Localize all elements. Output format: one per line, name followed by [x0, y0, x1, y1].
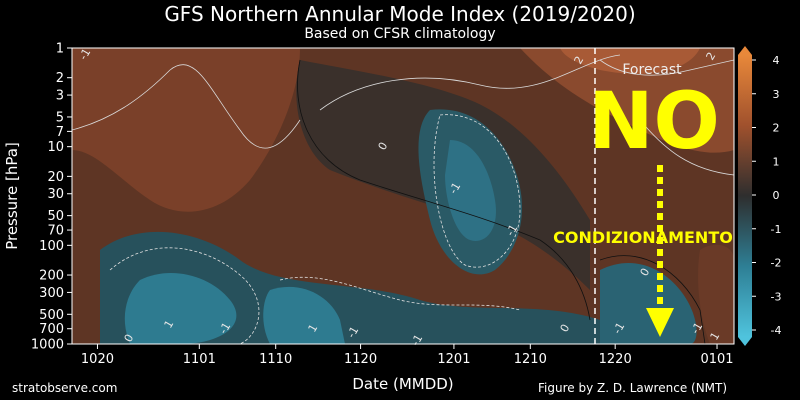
- y-tick-label: 1000: [31, 338, 64, 353]
- positive-region-forecast-end: [698, 244, 734, 344]
- negative-region-tropo-core-1: [124, 272, 237, 344]
- y-tick-label: 700: [39, 322, 64, 337]
- colorbar-tick-label: -3: [771, 290, 782, 303]
- plot-frame: [71, 47, 735, 345]
- colorbar-ticks: 4 3 2 1 0 -1 -2 -3 -4: [752, 54, 781, 337]
- x-tick-label: 1110: [259, 352, 292, 367]
- forecast-label: Forecast: [622, 62, 682, 78]
- x-tick-label: 1210: [514, 352, 547, 367]
- chart-subtitle: Based on CFSR climatology: [304, 26, 496, 42]
- y-tick-label: 30: [47, 187, 64, 202]
- y-tick-label: 50: [47, 209, 64, 224]
- x-tick-label: 1120: [344, 352, 377, 367]
- overlay-annotation-text: CONDIZIONAMENTO: [553, 228, 733, 247]
- colorbar-tick-label: -2: [771, 257, 782, 270]
- colorbar-tick-label: 2: [773, 122, 780, 135]
- negative-region-strat-core: [445, 140, 496, 241]
- contour-line: [599, 59, 734, 76]
- colorbar-arrow-top: [738, 46, 752, 55]
- y-tick-label: 70: [47, 224, 64, 239]
- contour-line: [279, 276, 521, 311]
- negative-region-tropo-forecast: [600, 262, 697, 344]
- y-tick-label: 200: [39, 269, 64, 284]
- y-tick-label: 10: [47, 140, 64, 155]
- y-tick-label: 300: [39, 286, 64, 301]
- positive-region-strong: [560, 48, 700, 74]
- x-tick-label: 1201: [437, 352, 470, 367]
- colorbar: [738, 55, 752, 337]
- credit-left: stratobserve.com: [12, 381, 118, 395]
- y-tick-label: 100: [39, 239, 64, 254]
- positive-region-strat-right: [520, 48, 734, 153]
- y-tick-label: 20: [47, 170, 64, 185]
- nam-field: [72, 48, 734, 344]
- colorbar-arrow-bottom: [738, 337, 752, 346]
- x-tick-label: 1020: [81, 352, 114, 367]
- contour-line: [319, 54, 621, 111]
- chart-title: GFS Northern Annular Mode Index (2019/20…: [164, 2, 636, 26]
- credit-right: Figure by Z. D. Lawrence (NMT): [538, 381, 728, 395]
- colorbar-tick-label: -1: [771, 223, 782, 236]
- overlay-arrow-head: [646, 308, 674, 337]
- x-axis: 1020 1101 1110 1120 1201 1210 1220 0101: [81, 344, 734, 367]
- y-tick-label: 3: [56, 89, 64, 104]
- x-axis-label: Date (MMDD): [352, 375, 453, 393]
- y-tick-label: 500: [39, 308, 64, 323]
- x-tick-label: 1220: [599, 352, 632, 367]
- colorbar-tick-label: 1: [773, 155, 780, 168]
- contour-line: [297, 59, 591, 321]
- y-tick-label: 2: [56, 71, 64, 86]
- colorbar-tick-label: 0: [773, 189, 780, 202]
- colorbar-tick-label: -4: [771, 324, 782, 337]
- y-tick-label: 1: [56, 42, 64, 57]
- contour-line: [639, 119, 734, 176]
- positive-region-strat-left: [72, 48, 300, 212]
- contour-line: [72, 64, 301, 149]
- y-axis-label: Pressure [hPa]: [3, 142, 21, 250]
- colorbar-tick-label: 3: [773, 88, 780, 101]
- x-tick-label: 1101: [183, 352, 216, 367]
- y-tick-label: 5: [56, 110, 64, 125]
- contour-line: [433, 114, 521, 268]
- x-tick-label: 0101: [700, 352, 733, 367]
- negative-region-tropo-core-2: [263, 286, 345, 344]
- y-tick-label: 7: [56, 125, 64, 140]
- colorbar-tick-label: 4: [773, 54, 780, 67]
- overlay-no-text: NO: [588, 77, 720, 167]
- contour-line: [109, 247, 260, 344]
